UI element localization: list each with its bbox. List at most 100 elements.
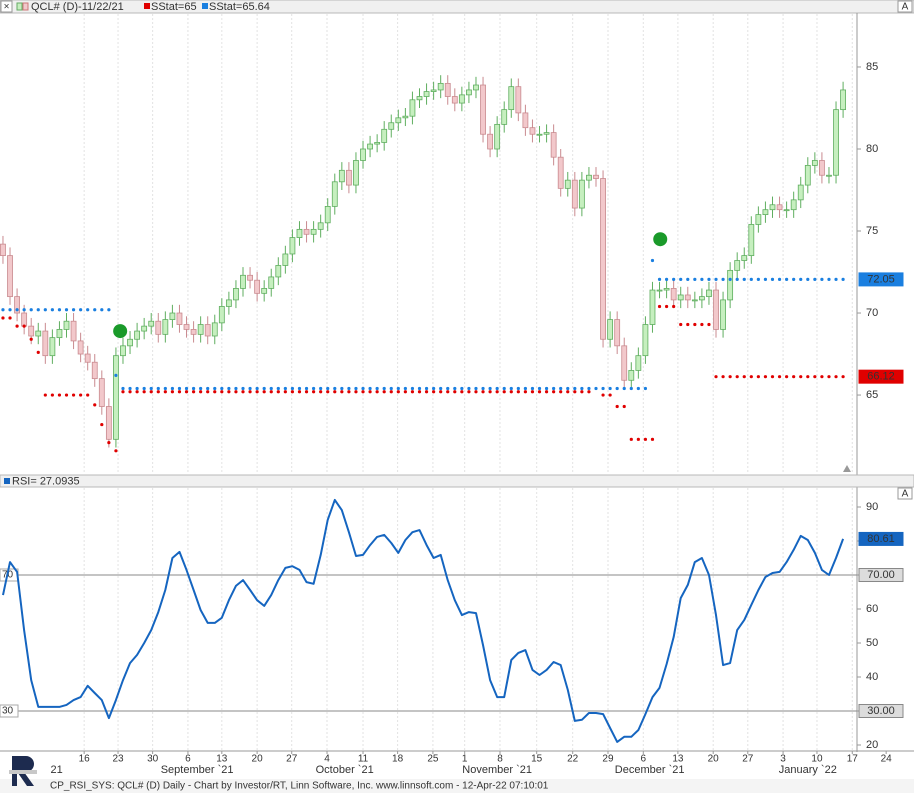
stop-dot	[50, 393, 54, 397]
candle-body	[113, 355, 119, 440]
stop-dot	[657, 304, 662, 309]
stop-dot	[523, 390, 527, 394]
autoscale-button[interactable]	[897, 0, 913, 13]
x-tick-label: 25	[427, 754, 439, 765]
candle-body	[515, 86, 522, 114]
stop-dot	[735, 277, 739, 281]
candle-body	[536, 133, 543, 136]
candle-icon-up	[16, 2, 23, 11]
candle-body	[56, 329, 63, 339]
autoscale-glyph[interactable]: A	[902, 489, 909, 500]
candle-body	[155, 320, 162, 335]
stop-dot	[333, 386, 337, 391]
candle-body	[84, 353, 91, 363]
stop-dot	[79, 393, 83, 397]
stop-dot	[269, 390, 273, 394]
candle-body	[487, 133, 493, 150]
stop-dot	[537, 390, 542, 394]
stop-dot	[410, 386, 415, 391]
stop-dot	[580, 390, 584, 394]
last-value-badge: 72.05	[867, 273, 895, 285]
stop-dot	[290, 390, 295, 394]
stop-dot	[403, 390, 407, 394]
stop-dot	[502, 386, 506, 391]
candle-body	[402, 115, 409, 119]
stop-dot	[121, 390, 125, 394]
stop-dot	[742, 375, 746, 379]
candle-body	[564, 179, 571, 189]
stop-dot	[312, 386, 316, 391]
stop-dot	[650, 258, 655, 263]
stop-dot	[622, 386, 626, 391]
stop-dot	[128, 386, 132, 391]
candle-body	[840, 89, 846, 111]
stop-dot	[199, 390, 203, 394]
stop-dot	[721, 375, 725, 379]
stop-dot	[502, 390, 506, 394]
stop-dot	[756, 375, 760, 379]
stop-dot	[537, 386, 542, 391]
stop-dot	[213, 386, 217, 391]
last-value-badge: 66.12	[867, 371, 895, 383]
legend-label: SStat=65	[151, 1, 197, 13]
stop-dot	[552, 390, 556, 394]
close-button[interactable]	[0, 0, 13, 13]
stop-dot	[516, 390, 520, 394]
stop-dot	[283, 390, 287, 394]
candle-body	[649, 289, 656, 325]
candle-body	[670, 288, 677, 301]
candle-body	[211, 322, 218, 337]
stop-dot	[170, 386, 175, 391]
stop-dot	[664, 304, 669, 309]
x-tick-label: 20	[252, 754, 264, 765]
y-tick-label: 70	[866, 307, 878, 319]
stop-dot	[516, 386, 520, 391]
candle-body	[762, 209, 769, 216]
stop-dot	[149, 390, 153, 394]
candle-body	[303, 228, 310, 235]
autoscale-button[interactable]	[897, 487, 913, 500]
stop-dot	[488, 390, 492, 394]
month-label: December `21	[615, 764, 685, 776]
stop-dot	[43, 308, 47, 312]
stop-dot	[213, 390, 217, 394]
rsi-title: RSI= 27.0935	[12, 475, 80, 487]
stop-dot	[573, 386, 577, 391]
candle-body	[289, 237, 296, 255]
stop-dot	[107, 441, 111, 445]
candle-body	[684, 294, 691, 301]
stop-dot	[474, 390, 478, 394]
close-glyph[interactable]: ×	[4, 2, 10, 13]
stop-dot	[191, 390, 196, 394]
candle-body	[656, 289, 663, 292]
candle-body	[21, 312, 28, 327]
stop-dot	[615, 404, 619, 409]
stop-dot	[354, 390, 358, 394]
stop-dot	[43, 393, 47, 397]
candle-body	[197, 324, 204, 335]
stop-dot	[184, 386, 189, 391]
stop-dot	[93, 308, 97, 312]
stop-dot	[622, 404, 626, 409]
y-tick-label: 50	[866, 637, 878, 649]
stop-dot	[389, 386, 393, 391]
stop-dot	[530, 390, 535, 394]
stop-dot	[608, 393, 612, 397]
x-tick-label: 17	[847, 754, 859, 765]
x-tick-label: 6	[641, 754, 647, 765]
candle-body	[240, 274, 246, 289]
autoscale-glyph[interactable]: A	[902, 2, 909, 13]
stop-dot	[36, 350, 40, 354]
candle-body	[480, 84, 486, 135]
stop-dot	[276, 386, 280, 391]
stop-dot	[227, 390, 231, 394]
stop-dot	[206, 390, 210, 394]
last-value-badge-box	[858, 369, 904, 384]
stop-dot	[439, 390, 443, 394]
stop-dot	[57, 308, 62, 312]
logo-band	[9, 770, 37, 774]
stop-dot	[199, 386, 203, 391]
x-tick-label: 27	[742, 754, 754, 765]
candle-body	[698, 296, 705, 301]
stop-dot	[714, 375, 718, 379]
